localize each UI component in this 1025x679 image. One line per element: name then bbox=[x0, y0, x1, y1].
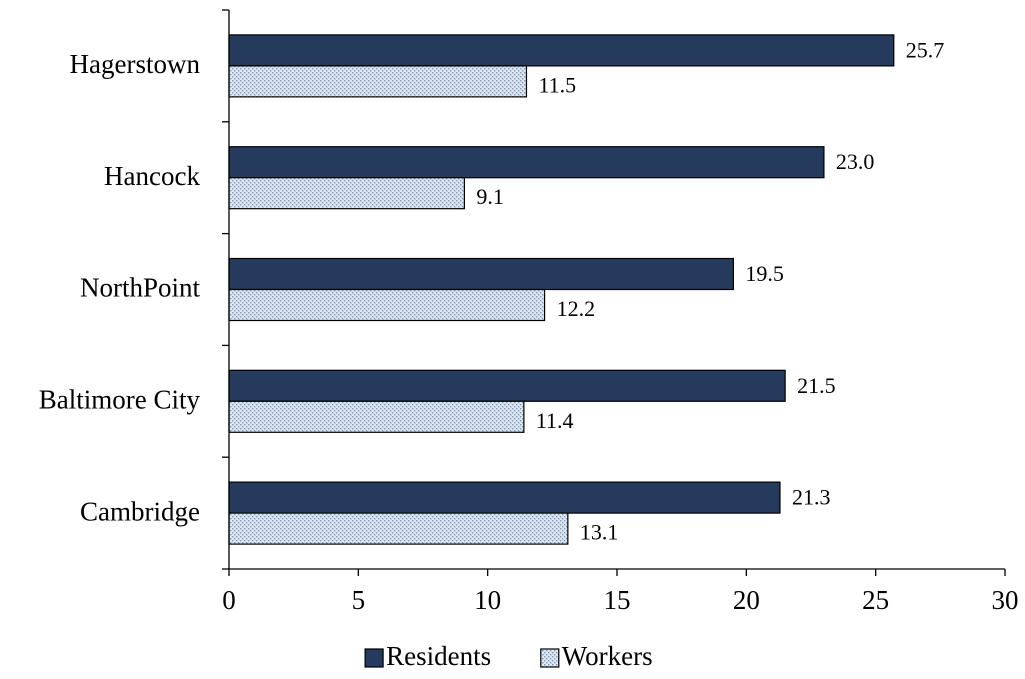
bar-workers-hancock bbox=[228, 177, 465, 210]
legend: Residents Workers bbox=[364, 641, 653, 671]
category-label-baltimore-city: Baltimore City bbox=[39, 385, 201, 415]
x-tick-label-30: 30 bbox=[992, 585, 1019, 615]
category-label-cambridge: Cambridge bbox=[80, 496, 200, 526]
data-label-residents-northpoint: 19.5 bbox=[745, 261, 784, 286]
category-label-hancock: Hancock bbox=[104, 161, 200, 191]
data-label-workers-hagerstown: 11.5 bbox=[538, 72, 576, 97]
legend-label-residents: Residents bbox=[386, 641, 491, 671]
x-tick-label-15: 15 bbox=[604, 585, 631, 615]
x-tick-label-25: 25 bbox=[862, 585, 889, 615]
x-tick-label-5: 5 bbox=[352, 585, 366, 615]
bar-residents-northpoint bbox=[228, 257, 734, 291]
x-tick-label-10: 10 bbox=[474, 585, 501, 615]
data-label-workers-northpoint: 12.2 bbox=[557, 296, 596, 321]
legend-swatch-residents bbox=[364, 648, 384, 668]
data-label-residents-baltimore-city: 21.5 bbox=[797, 373, 836, 398]
category-label-hagerstown: Hagerstown bbox=[70, 49, 201, 79]
plot-area: 25.7 11.5 Hagerstown 23.0 9.1 Hancock 19.5 12.2… bbox=[39, 9, 1019, 615]
data-label-workers-cambridge: 13.1 bbox=[580, 520, 619, 545]
bar-residents-hagerstown bbox=[228, 34, 895, 67]
bar-workers-northpoint bbox=[228, 288, 546, 322]
bar-workers-cambridge bbox=[228, 512, 569, 545]
category-label-northpoint: NorthPoint bbox=[80, 273, 201, 303]
data-label-workers-hancock: 9.1 bbox=[476, 184, 504, 209]
data-label-residents-hagerstown: 25.7 bbox=[906, 37, 945, 62]
bar-residents-baltimore-city bbox=[228, 369, 786, 402]
data-label-workers-baltimore-city: 11.4 bbox=[536, 408, 574, 433]
legend-label-workers: Workers bbox=[562, 641, 653, 671]
bar-workers-hagerstown bbox=[228, 65, 528, 98]
data-label-residents-hancock: 23.0 bbox=[836, 149, 875, 174]
x-tick-label-20: 20 bbox=[733, 585, 760, 615]
bar-workers-baltimore-city bbox=[228, 400, 525, 433]
x-tick-label-0: 0 bbox=[222, 585, 236, 615]
bar-residents-hancock bbox=[228, 146, 825, 179]
data-label-residents-cambridge: 21.3 bbox=[792, 485, 831, 510]
legend-swatch-workers bbox=[540, 648, 560, 668]
bar-residents-cambridge bbox=[228, 481, 781, 514]
